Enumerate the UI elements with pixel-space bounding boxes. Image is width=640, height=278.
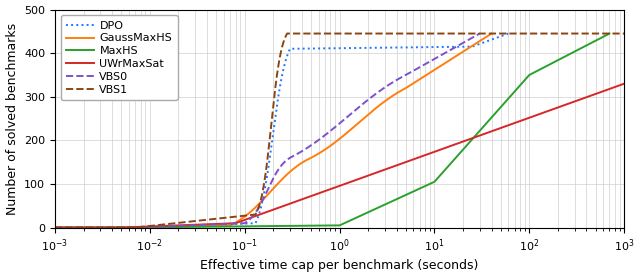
GaussMaxHS (285, 172, 292, 175)
VBS0 (145, 225, 153, 229)
MaxHS (404, 192, 412, 196)
VBS0 (476, 32, 484, 35)
GaussMaxHS (223, 224, 231, 227)
MaxHS (51, 226, 59, 229)
DPO (51, 226, 59, 229)
VBS1 (51, 226, 59, 229)
VBS1 (259, 187, 267, 190)
DPO (281, 62, 289, 66)
UWrMaxSat (396, 163, 403, 166)
UWrMaxSat (150, 225, 157, 228)
Line: VBS0: VBS0 (55, 34, 480, 228)
UWrMaxSat (454, 142, 462, 145)
Line: DPO: DPO (55, 34, 508, 228)
Y-axis label: Number of solved benchmarks: Number of solved benchmarks (6, 23, 19, 215)
VBS0 (249, 215, 257, 218)
VBS0 (51, 226, 59, 229)
MaxHS (570, 50, 578, 53)
VBS0 (285, 157, 292, 160)
UWrMaxSat (51, 226, 59, 229)
GaussMaxHS (488, 32, 495, 35)
UWrMaxSat (74, 226, 82, 229)
MaxHS (344, 220, 352, 223)
DPO (252, 220, 260, 223)
VBS1 (282, 34, 290, 38)
Line: MaxHS: MaxHS (55, 34, 609, 228)
Legend: DPO, GaussMaxHS, MaxHS, UWrMaxSat, VBS0, VBS1: DPO, GaussMaxHS, MaxHS, UWrMaxSat, VBS0,… (61, 15, 178, 100)
VBS1 (620, 32, 628, 35)
Line: UWrMaxSat: UWrMaxSat (55, 84, 624, 228)
UWrMaxSat (620, 82, 628, 85)
UWrMaxSat (236, 220, 243, 224)
VBS1 (166, 222, 173, 225)
VBS0 (278, 164, 285, 167)
DPO (259, 196, 267, 199)
VBS1 (284, 32, 291, 35)
VBS1 (376, 32, 384, 35)
MaxHS (605, 32, 613, 35)
DPO (165, 225, 173, 228)
Line: GaussMaxHS: GaussMaxHS (55, 34, 492, 228)
VBS0 (444, 50, 451, 53)
MaxHS (317, 224, 325, 227)
X-axis label: Effective time cap per benchmark (seconds): Effective time cap per benchmark (second… (200, 259, 479, 272)
VBS0 (257, 203, 264, 207)
MaxHS (388, 199, 396, 203)
Line: VBS1: VBS1 (55, 34, 624, 228)
UWrMaxSat (275, 206, 282, 209)
GaussMaxHS (472, 42, 479, 45)
VBS1 (57, 226, 65, 229)
DPO (319, 47, 326, 50)
MaxHS (136, 226, 143, 229)
GaussMaxHS (60, 226, 68, 229)
DPO (504, 32, 512, 35)
GaussMaxHS (51, 226, 59, 229)
GaussMaxHS (434, 66, 442, 70)
DPO (79, 226, 86, 229)
VBS1 (258, 195, 266, 198)
GaussMaxHS (336, 137, 344, 140)
